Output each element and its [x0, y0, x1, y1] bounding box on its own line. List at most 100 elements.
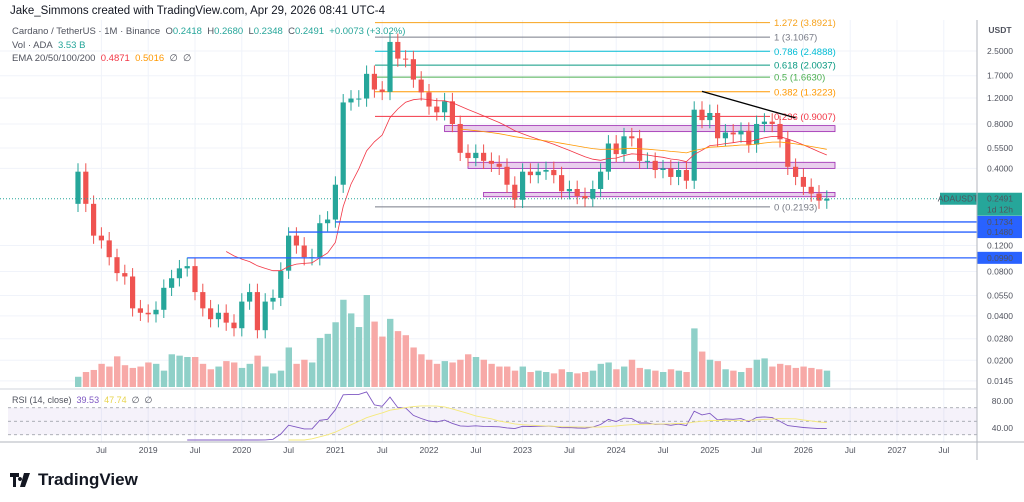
- price-tick: 1.7000: [987, 71, 1013, 81]
- currency-label: USDT: [988, 25, 1012, 35]
- time-tick: 2027: [888, 445, 907, 455]
- candle-body: [145, 312, 151, 315]
- volume-bar: [402, 335, 409, 387]
- volume-bar: [363, 295, 370, 387]
- volume-bar: [332, 322, 339, 387]
- chart-credit: Jake_Simmons created with TradingView.co…: [10, 5, 386, 17]
- candle-body: [169, 278, 175, 288]
- volume-bar: [160, 370, 168, 387]
- volume-bar: [730, 370, 737, 387]
- time-tick: Jul: [845, 445, 856, 455]
- time-tick: Jul: [751, 445, 762, 455]
- close-value: 0.2491: [294, 26, 325, 37]
- candle-body: [192, 266, 198, 293]
- candle-body: [364, 73, 370, 99]
- volume-bar: [410, 347, 417, 387]
- price-tick: 0.4000: [987, 163, 1013, 173]
- volume-bar: [145, 362, 152, 387]
- volume-bar: [457, 359, 464, 387]
- volume-bar: [465, 354, 472, 387]
- volume-bar: [644, 369, 651, 387]
- volume-bar: [527, 372, 534, 387]
- volume-bar: [223, 361, 230, 387]
- price-tick: 0.0145: [987, 376, 1013, 386]
- candle-body: [293, 235, 299, 246]
- volume-bar: [589, 370, 597, 387]
- candle-body: [746, 130, 752, 145]
- candle-body: [387, 41, 393, 92]
- candle-body: [676, 170, 682, 177]
- ema-legend[interactable]: EMA 20/50/100/200 0.4871 0.5016 ∅ ∅: [12, 53, 192, 64]
- candle-body: [325, 219, 331, 224]
- volume-bar: [784, 365, 792, 387]
- countdown-label: 1d 12h: [987, 205, 1013, 215]
- candle-body: [254, 292, 260, 331]
- time-tick: 2022: [420, 445, 439, 455]
- candle-body: [98, 235, 104, 241]
- ema20-line: [226, 98, 827, 272]
- volume-bar: [441, 361, 448, 387]
- candle-body: [122, 273, 128, 277]
- volume-bar: [582, 372, 589, 387]
- volume-bar: [511, 370, 519, 387]
- price-tick: 1.2000: [987, 93, 1013, 103]
- rsi-legend[interactable]: RSI (14, close) 39.53 47.74 ∅ ∅: [12, 395, 153, 405]
- candle-body: [231, 322, 237, 329]
- candle-body: [691, 109, 697, 181]
- volume-bar: [418, 354, 425, 387]
- candle-body: [730, 132, 736, 135]
- candle-body: [535, 171, 541, 176]
- candle-body: [83, 171, 89, 204]
- volume-bar: [340, 299, 347, 387]
- price-tick: 0.0200: [987, 355, 1013, 365]
- time-tick: Jul: [377, 445, 388, 455]
- candle-body: [715, 112, 721, 139]
- trendline: [701, 90, 796, 119]
- time-tick: 2025: [700, 445, 719, 455]
- volume-bar: [777, 363, 784, 387]
- time-tick: Jul: [658, 445, 669, 455]
- volume-bar: [761, 358, 768, 387]
- fib-level-label: 1.272 (3.8921): [774, 18, 836, 29]
- volume-bar: [75, 376, 82, 387]
- candle-body: [239, 301, 245, 329]
- volume-bar: [238, 367, 246, 387]
- volume-bar: [488, 363, 495, 387]
- candle-body: [332, 184, 338, 220]
- volume-legend[interactable]: Vol · ADA 3.53 B: [12, 39, 86, 51]
- volume-bar: [114, 356, 121, 387]
- candle-body: [262, 301, 268, 331]
- price-tick: 0.0400: [987, 311, 1013, 321]
- candle-body: [808, 186, 814, 194]
- time-tick: Jul: [938, 445, 949, 455]
- support-resistance-zone: [483, 191, 836, 198]
- price-tick: 0.0280: [987, 334, 1013, 344]
- symbol-title[interactable]: Cardano / TetherUS · 1M · Binance: [12, 26, 161, 37]
- volume-bar: [543, 372, 550, 387]
- price-tick: 0.8000: [987, 119, 1013, 129]
- candle-body: [449, 101, 455, 124]
- candle-body: [434, 106, 440, 113]
- candle-body: [270, 297, 276, 302]
- candle-body: [473, 152, 479, 159]
- candle-body: [340, 102, 346, 185]
- candle-body: [785, 139, 791, 167]
- volume-bars: [75, 295, 831, 387]
- price-line-label-bg: [977, 215, 1022, 228]
- candle-body: [465, 152, 471, 159]
- volume-bar: [449, 362, 456, 387]
- volume-bar: [808, 367, 815, 387]
- volume-bar: [597, 363, 604, 387]
- candle-body: [91, 203, 97, 236]
- time-tick: Jul: [470, 445, 481, 455]
- candle-body: [356, 98, 362, 100]
- volume-bar: [355, 327, 363, 387]
- volume-bar: [192, 357, 199, 387]
- volume-bar: [293, 363, 300, 387]
- volume-bar: [231, 362, 238, 387]
- candle-body: [605, 143, 611, 172]
- volume-bar: [566, 372, 573, 387]
- tradingview-logo[interactable]: TradingView: [10, 470, 138, 490]
- volume-bar: [621, 366, 628, 387]
